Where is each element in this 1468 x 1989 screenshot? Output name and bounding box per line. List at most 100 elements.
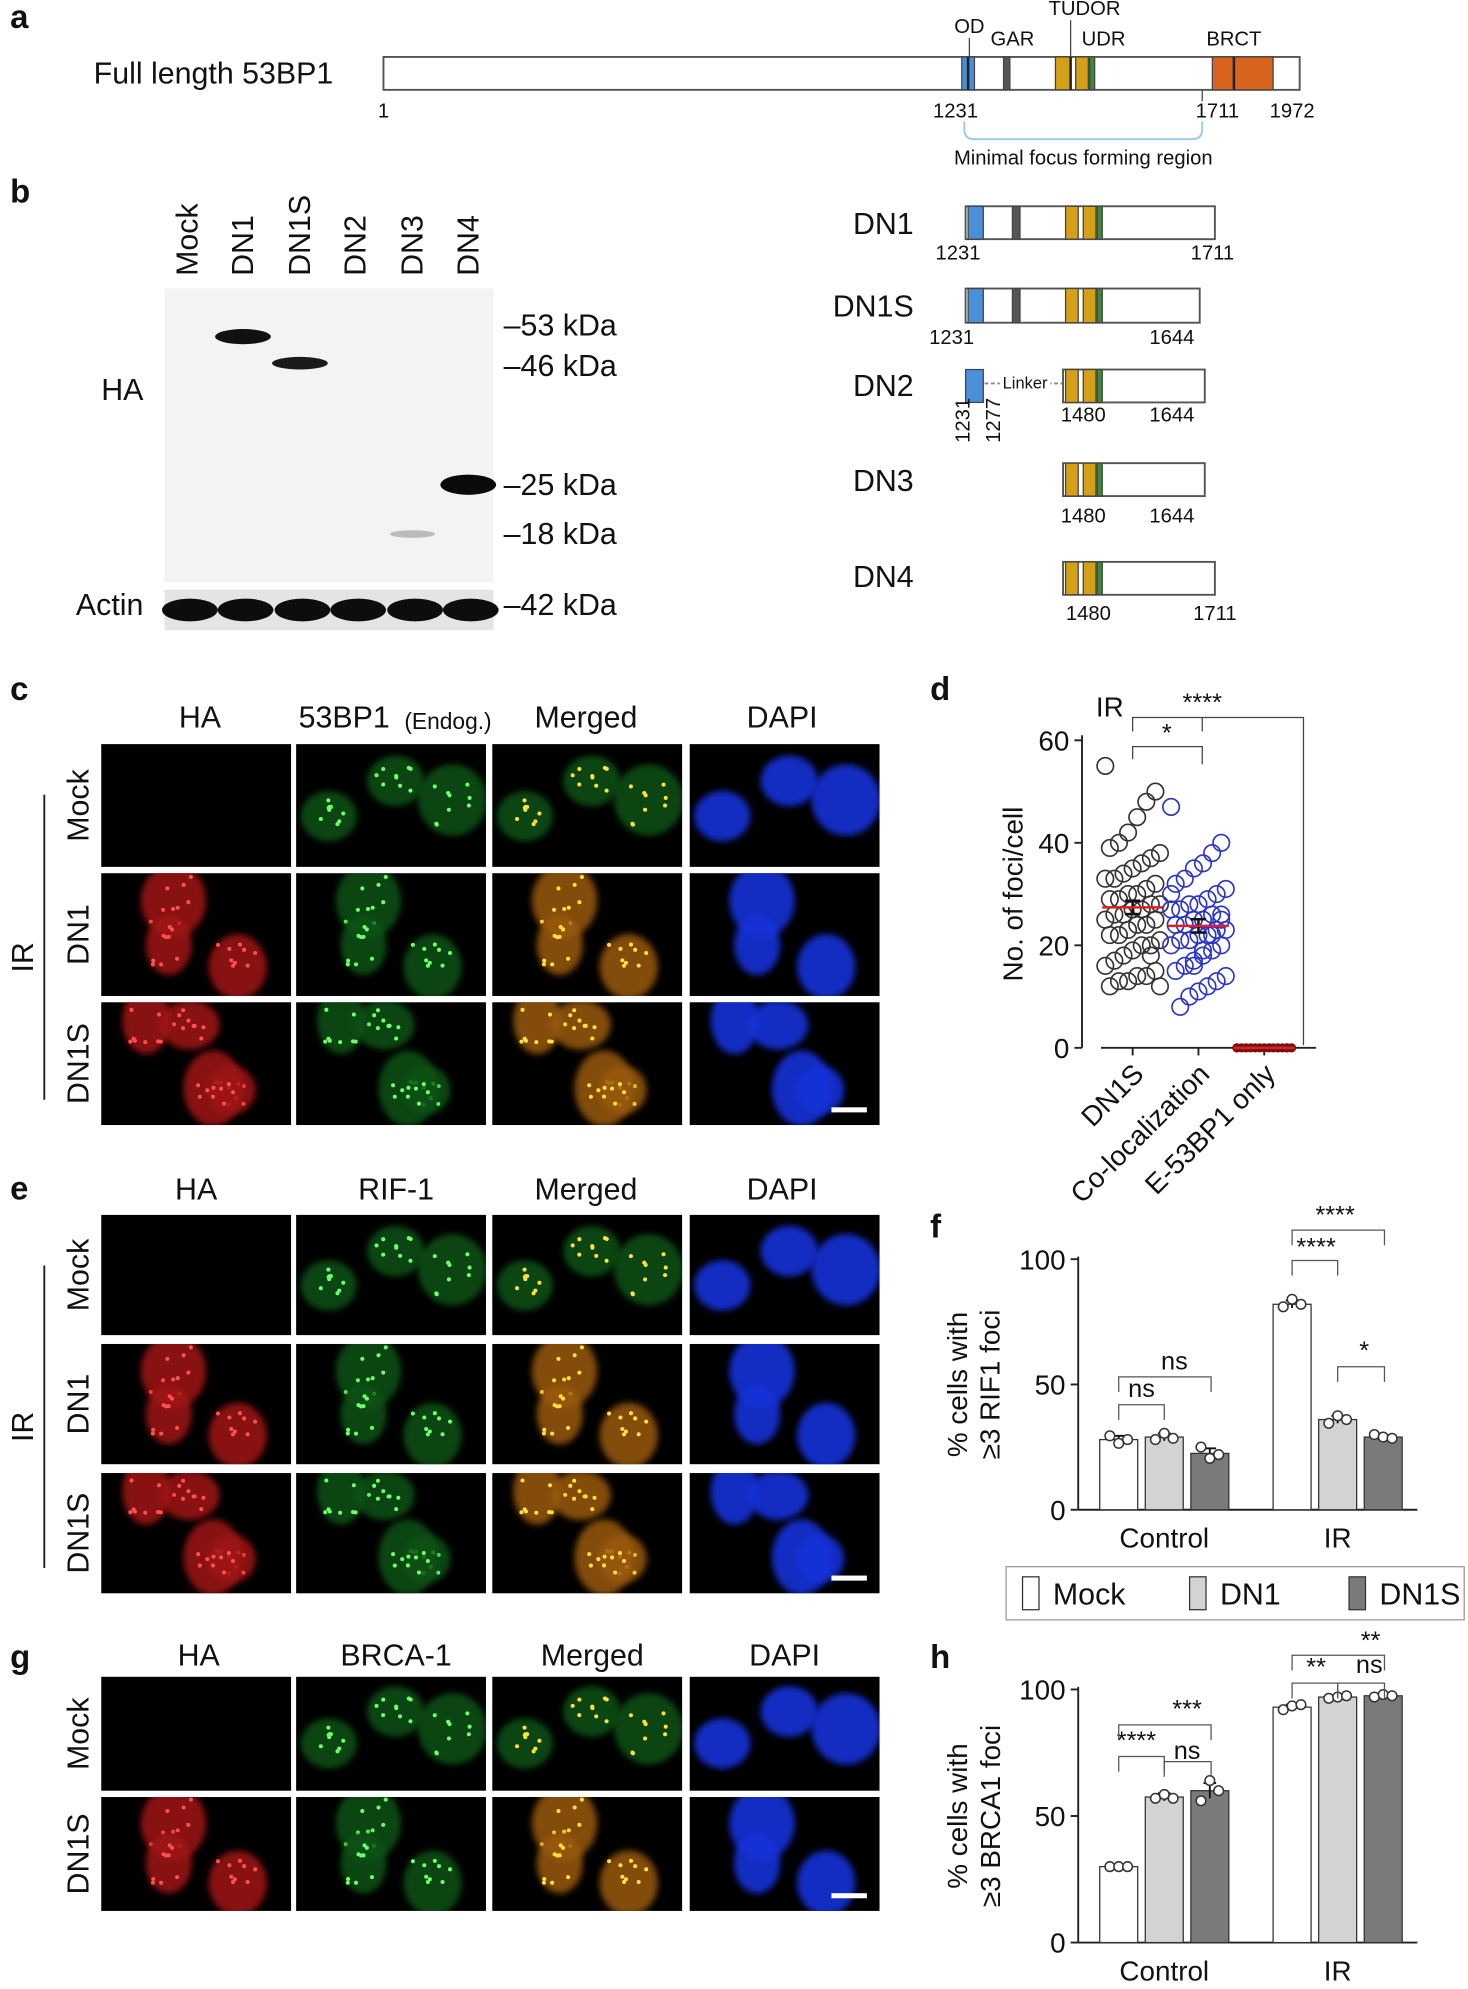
- focus: [434, 1751, 439, 1756]
- focus: [327, 1732, 332, 1737]
- focus: [592, 1025, 597, 1030]
- focus: [594, 783, 599, 788]
- focus: [245, 1879, 250, 1884]
- focus: [539, 1390, 545, 1395]
- focus: [196, 1552, 201, 1557]
- domain: [1064, 205, 1079, 240]
- domain: [967, 205, 984, 240]
- construct-name: DN4: [853, 561, 914, 594]
- nucleus: [760, 755, 818, 807]
- focus: [327, 804, 332, 809]
- point: [1184, 956, 1203, 975]
- replicate-point: [1195, 1795, 1207, 1807]
- focus: [171, 1492, 177, 1497]
- column-header: HA: [178, 1639, 221, 1672]
- domain: [1064, 368, 1079, 404]
- focus: [533, 819, 538, 824]
- focus: [381, 1713, 386, 1718]
- point: [1114, 864, 1133, 883]
- legend-label: DN1S: [1379, 1579, 1460, 1612]
- focus: [406, 1696, 411, 1701]
- focus: [345, 962, 350, 967]
- focus: [523, 997, 527, 1001]
- micrograph-content: [694, 1225, 880, 1311]
- point: [1198, 926, 1217, 945]
- nucleus: [122, 1002, 171, 1055]
- focus: [242, 1864, 247, 1869]
- focus: [562, 907, 567, 912]
- point: [1119, 920, 1138, 940]
- focus: [434, 1292, 439, 1297]
- blot-label: HA: [101, 374, 144, 407]
- focus: [577, 1822, 582, 1827]
- focus: [171, 1377, 176, 1382]
- row-label: Mock: [63, 768, 96, 841]
- focus: [522, 798, 527, 803]
- focus: [607, 1411, 612, 1416]
- focus: [181, 1496, 186, 1501]
- point: [1203, 844, 1222, 863]
- focus: [566, 1376, 571, 1381]
- construct-bar: [964, 287, 1201, 324]
- focus: [628, 1713, 633, 1718]
- focus: [181, 1805, 186, 1810]
- replicate-point: [1323, 1692, 1335, 1704]
- nucleus: [417, 1693, 486, 1765]
- focus: [618, 1863, 623, 1868]
- focus: [381, 782, 386, 787]
- focus: [446, 807, 451, 812]
- focus: [400, 1088, 405, 1093]
- nucleus: [771, 1050, 832, 1126]
- focus: [165, 1356, 170, 1361]
- focus: [562, 1377, 567, 1382]
- actin-band: [217, 598, 274, 622]
- domain: [1082, 368, 1097, 404]
- marker-label: –53 kDa: [504, 309, 617, 342]
- focus: [422, 1415, 427, 1420]
- nucleus: [366, 1686, 425, 1737]
- condition-label: IR: [7, 942, 40, 972]
- focus: [387, 1023, 392, 1028]
- focus: [351, 1510, 356, 1515]
- panel-label: f: [930, 1208, 942, 1245]
- point: [1123, 941, 1142, 960]
- point: [1162, 885, 1181, 904]
- row-label: DN1S: [63, 1493, 96, 1574]
- column-header: Merged: [534, 702, 637, 735]
- linker-label: Linker: [1003, 375, 1048, 393]
- domain: [1211, 56, 1274, 91]
- band: [440, 474, 497, 495]
- focus: [572, 882, 577, 887]
- nucleus: [614, 764, 683, 836]
- focus: [186, 1370, 191, 1375]
- focus: [563, 1492, 568, 1497]
- focus: [394, 1704, 399, 1709]
- bar: [1363, 1436, 1403, 1511]
- focus: [159, 1431, 164, 1436]
- focus: [346, 1427, 351, 1432]
- micrograph-content: [729, 873, 856, 996]
- nucleus: [317, 1002, 366, 1055]
- point: [1150, 844, 1170, 863]
- row-label: Mock: [63, 1697, 96, 1770]
- point: [1198, 977, 1217, 996]
- focus: [364, 1396, 369, 1401]
- nucleus: [734, 1833, 781, 1894]
- row-label: Mock: [63, 1238, 96, 1311]
- blot-label: Actin: [76, 589, 143, 622]
- significance-bracket: [1337, 1366, 1386, 1382]
- focus: [245, 963, 250, 968]
- focus: [572, 1496, 577, 1501]
- focus: [230, 1880, 236, 1885]
- condition-label: IR: [7, 1412, 40, 1442]
- domain-label: OD: [954, 16, 984, 38]
- nucleus: [599, 1402, 658, 1465]
- focus: [394, 774, 399, 779]
- focus: [604, 1719, 609, 1724]
- nucleus: [403, 1402, 462, 1465]
- focus: [358, 1404, 364, 1409]
- nucleus: [300, 791, 357, 842]
- replicate-point: [1377, 1431, 1389, 1443]
- bar: [1099, 1438, 1139, 1511]
- panel-label: c: [10, 670, 28, 707]
